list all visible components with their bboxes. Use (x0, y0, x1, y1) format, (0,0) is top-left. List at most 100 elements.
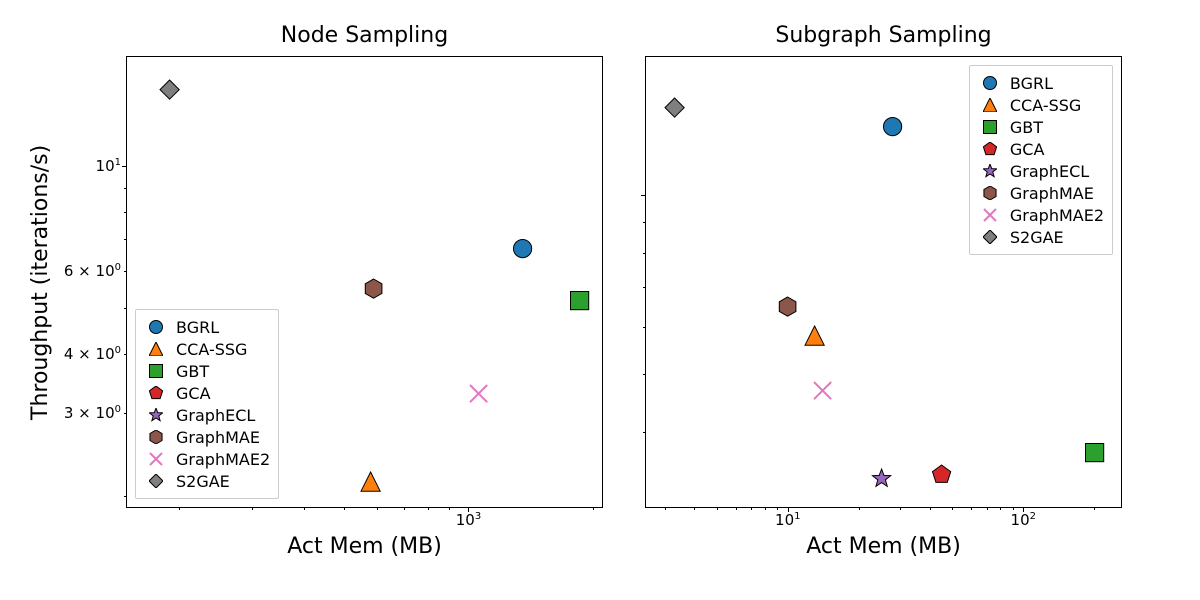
y-tick (641, 195, 646, 196)
legend-label: GBT (176, 362, 209, 381)
data-point-cca-ssg (361, 472, 380, 491)
panel-title: Subgraph Sampling (646, 23, 1121, 48)
panel-title: Node Sampling (127, 23, 602, 48)
y-minor-tick (643, 253, 646, 254)
data-point-graphecl (872, 469, 891, 488)
x-tick-label: 102 (1011, 511, 1036, 529)
x-minor-tick (377, 507, 378, 510)
legend-item: CCA-SSG (978, 94, 1104, 116)
x-minor-tick (736, 507, 737, 510)
x-minor-tick (593, 507, 594, 510)
x-minor-tick (765, 507, 766, 510)
circle-icon (144, 318, 168, 336)
y-minor-tick (643, 327, 646, 328)
legend-label: S2GAE (1010, 228, 1064, 247)
legend-label: CCA-SSG (1010, 96, 1081, 115)
data-point-gca (932, 465, 951, 484)
legend-label: GCA (1010, 140, 1045, 159)
x-icon (978, 206, 1002, 224)
legend-item: GBT (144, 360, 270, 382)
panel-subgraph-sampling: Subgraph Sampling Act Mem (MB) 101102BGR… (645, 56, 1122, 508)
x-minor-tick (777, 507, 778, 510)
x-minor-tick (694, 507, 695, 510)
y-minor-tick (643, 374, 646, 375)
x-minor-tick (971, 507, 972, 510)
y-tick-label: 101 (96, 157, 121, 175)
legend-label: GraphECL (1010, 162, 1089, 181)
y-minor-tick (124, 496, 127, 497)
x-minor-tick (179, 507, 180, 510)
y-minor-tick (124, 308, 127, 309)
pentagon-icon (144, 384, 168, 402)
data-point-s2gae (160, 80, 179, 99)
y-minor-tick (643, 287, 646, 288)
legend-label: S2GAE (176, 472, 230, 491)
figure: Throughput (iterations/s) Node Sampling … (0, 0, 1200, 600)
legend: BGRLCCA-SSGGBTGCAGraphECLGraphMAEGraphMA… (135, 309, 279, 499)
data-point-cca-ssg (805, 326, 824, 345)
x-minor-tick (987, 507, 988, 510)
data-point-graphmae (364, 279, 383, 298)
x-minor-tick (751, 507, 752, 510)
star-icon (978, 162, 1002, 180)
data-point-bgrl (883, 117, 902, 136)
diamond-icon (978, 228, 1002, 246)
legend-label: BGRL (176, 318, 219, 337)
x-minor-tick (900, 507, 901, 510)
x-minor-tick (952, 507, 953, 510)
legend-label: GraphMAE2 (176, 450, 270, 469)
data-point-gbt (570, 291, 589, 310)
x-icon (144, 450, 168, 468)
data-point-gbt (1085, 443, 1104, 462)
y-minor-tick (124, 413, 127, 414)
pentagon-icon (978, 140, 1002, 158)
y-axis-label: Throughput (iterations/s) (28, 145, 53, 420)
x-minor-tick (1094, 507, 1095, 510)
legend-label: GCA (176, 384, 211, 403)
legend-label: GBT (1010, 118, 1043, 137)
data-point-graphmae2 (469, 384, 488, 403)
y-tick (122, 166, 127, 167)
legend-item: GraphMAE2 (978, 204, 1104, 226)
x-minor-tick (717, 507, 718, 510)
legend-item: GCA (978, 138, 1104, 160)
y-tick-label: 4 × 100 (64, 345, 121, 363)
y-minor-tick (124, 239, 127, 240)
y-minor-tick (124, 212, 127, 213)
legend-label: BGRL (1010, 74, 1053, 93)
legend-item: GraphMAE2 (144, 448, 270, 470)
x-axis-label: Act Mem (MB) (646, 534, 1121, 559)
y-tick-label: 6 × 100 (64, 262, 121, 280)
legend-item: CCA-SSG (144, 338, 270, 360)
x-tick-label: 103 (456, 511, 481, 529)
x-minor-tick (344, 507, 345, 510)
legend-label: GraphMAE2 (1010, 206, 1104, 225)
x-minor-tick (930, 507, 931, 510)
x-minor-tick (1000, 507, 1001, 510)
y-tick-label: 3 × 100 (64, 404, 121, 422)
data-point-bgrl (513, 239, 532, 258)
legend-item: GraphECL (978, 160, 1104, 182)
x-minor-tick (859, 507, 860, 510)
legend-label: GraphMAE (1010, 184, 1094, 203)
circle-icon (978, 74, 1002, 92)
legend-item: GraphECL (144, 404, 270, 426)
legend-item: S2GAE (144, 470, 270, 492)
x-minor-tick (665, 507, 666, 510)
x-minor-tick (449, 507, 450, 510)
y-minor-tick (124, 271, 127, 272)
data-point-s2gae (665, 98, 684, 117)
hexagon-icon (978, 184, 1002, 202)
diamond-icon (144, 472, 168, 490)
legend-item: S2GAE (978, 226, 1104, 248)
hexagon-icon (144, 428, 168, 446)
square-icon (144, 362, 168, 380)
square-icon (978, 118, 1002, 136)
legend-item: BGRL (978, 72, 1104, 94)
x-minor-tick (252, 507, 253, 510)
x-tick-label: 101 (775, 511, 800, 529)
legend-item: GBT (978, 116, 1104, 138)
x-minor-tick (304, 507, 305, 510)
legend-label: CCA-SSG (176, 340, 247, 359)
triangle-icon (144, 340, 168, 358)
